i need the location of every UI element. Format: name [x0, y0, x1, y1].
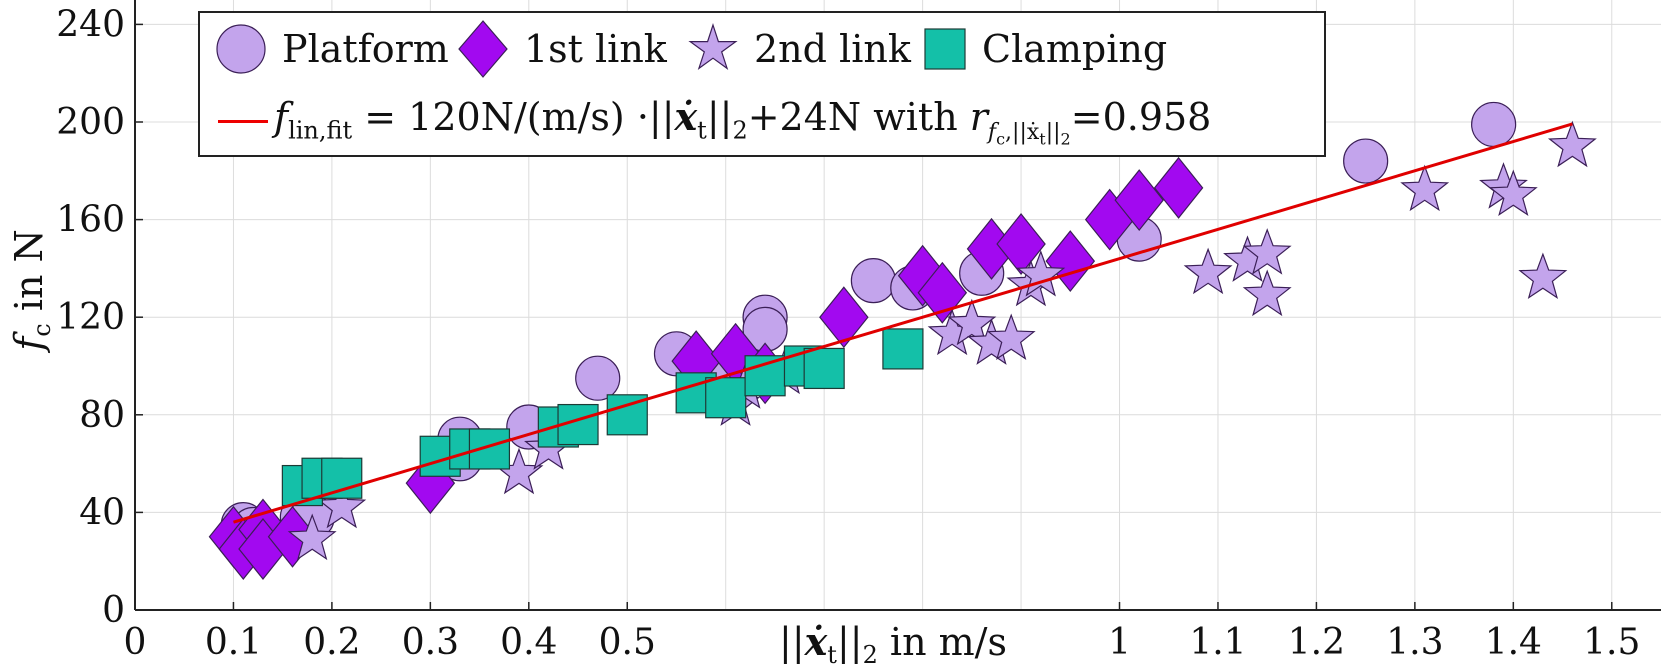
legend-entry-2nd-link: 2nd link [686, 19, 911, 79]
axes [134, 0, 1661, 611]
legend-label: 2nd link [754, 27, 911, 71]
data-points [208, 101, 1597, 580]
svg-text:||ẋt||2 in m/s: ||ẋt||2 in m/s [779, 619, 1007, 669]
y-tick-label: 80 [79, 395, 125, 436]
x-axis-title: ||ẋt||2 in m/s [779, 619, 1007, 669]
fit-line-swatch [218, 119, 268, 123]
clamping-point [803, 347, 845, 390]
first-link-point [819, 286, 869, 349]
second-link-point [1488, 169, 1538, 217]
y-tick-label: 200 [56, 102, 125, 143]
fit-line [233, 122, 1573, 524]
circle-marker-icon [216, 24, 266, 74]
second-link-point [1016, 249, 1066, 297]
clamping-point [705, 377, 747, 419]
square-marker-icon [924, 28, 966, 70]
second-link-point [1400, 164, 1450, 212]
first-link-point [996, 213, 1046, 275]
series-clamping [281, 328, 924, 507]
legend-label: Platform [282, 27, 449, 71]
x-tick-label: 1.1 [1189, 622, 1246, 663]
x-tick-label: 0.4 [500, 622, 557, 663]
x-tick-label: 1.5 [1583, 622, 1640, 663]
platform-point [1343, 138, 1389, 184]
legend-entry-fit: flin,fit = 120N/(m/s) ·||ẋt||2+24N with … [218, 91, 1211, 151]
series-1st-link [208, 156, 1204, 580]
second-link-point [1242, 269, 1292, 317]
x-tick-label: 1.2 [1288, 622, 1345, 663]
y-tick-label: 160 [56, 200, 125, 241]
second-link-point [287, 513, 337, 561]
y-tick-label: 0 [102, 590, 125, 631]
second-link-point [1242, 228, 1292, 275]
clamping-point [744, 355, 786, 397]
fit-label: flin,fit = 120N/(m/s) ·||ẋt||2+24N with … [274, 94, 1212, 148]
svg-text:fc in N: fc in N [7, 229, 56, 354]
second-link-point [1518, 252, 1568, 300]
x-tick-label: 1 [1108, 622, 1131, 663]
platform-point [850, 258, 896, 304]
second-link-point [1547, 120, 1597, 168]
x-tick-label: 0.1 [205, 622, 262, 663]
second-link-point [986, 313, 1036, 361]
platform-point [575, 355, 621, 401]
legend-entry-1st-link: 1st link [456, 19, 667, 79]
x-tick-label: 0 [124, 622, 147, 663]
legend-entry-platform: Platform [214, 19, 449, 79]
legend: Platform 1st link 2nd link Clamping flin… [198, 11, 1326, 157]
first-link-point [1114, 169, 1164, 232]
platform-point [1471, 101, 1517, 148]
first-link-point [1153, 156, 1204, 219]
x-tick-label: 1.3 [1386, 622, 1443, 663]
second-link-point [947, 298, 997, 346]
y-tick-label: 240 [56, 4, 125, 45]
x-tick-label: 0.2 [303, 622, 360, 663]
series-2nd-link [287, 120, 1597, 561]
clamping-point [321, 457, 363, 499]
first-link-point [1045, 230, 1096, 293]
second-link-point [317, 481, 367, 529]
diamond-marker-icon [458, 20, 508, 78]
x-tick-label: 0.5 [599, 622, 656, 663]
second-link-point [1183, 247, 1233, 295]
legend-label: 1st link [524, 27, 667, 71]
y-tick-label: 40 [79, 492, 125, 533]
y-tick-label: 120 [56, 297, 125, 338]
clamping-point [882, 328, 924, 370]
legend-entry-clamping: Clamping [922, 19, 1167, 79]
tick-labels: 0 0.1 0.2 0.3 0.4 0.5 1 1.1 1.2 1.3 1.4 1.5 0 40 80 120… [56, 4, 1640, 663]
legend-label: Clamping [982, 27, 1168, 71]
star-marker-icon [688, 23, 738, 70]
x-tick-label: 0.3 [402, 622, 459, 663]
fit-line-path [233, 122, 1573, 524]
y-axis-title: fc in N [7, 229, 56, 354]
x-tick-label: 1.4 [1485, 622, 1542, 663]
